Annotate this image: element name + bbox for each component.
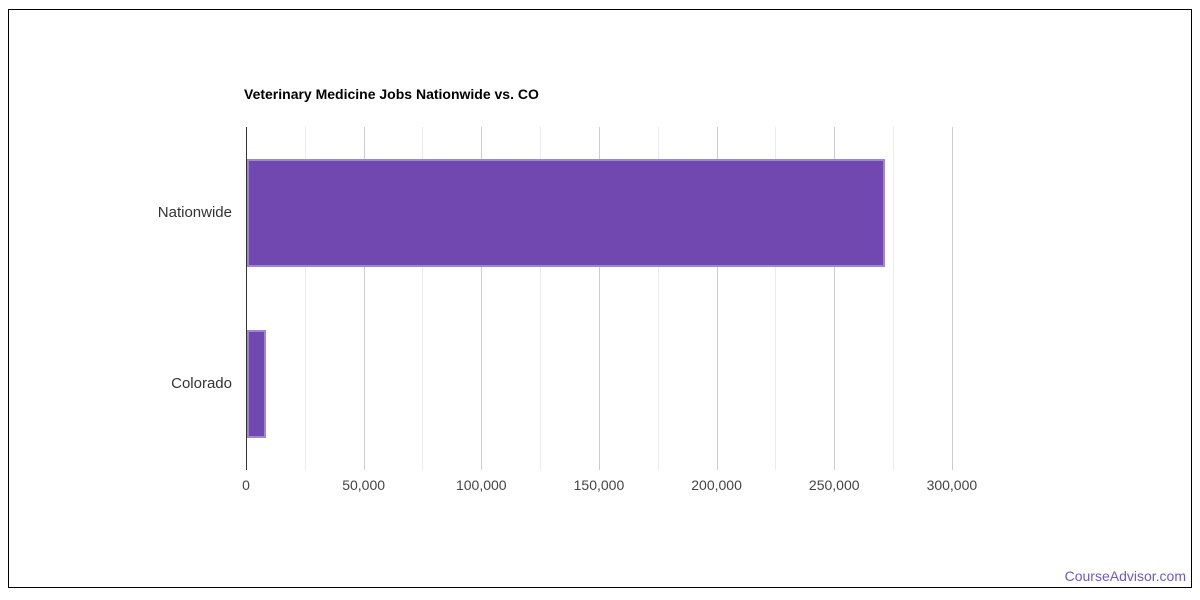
gridline-50000	[363, 127, 365, 470]
category-label-colorado: Colorado	[171, 375, 232, 393]
gridline-175000	[657, 127, 659, 470]
tick-label-250000: 250,000	[808, 477, 860, 493]
gridline-200000	[716, 127, 718, 470]
bar-nationwide[interactable]	[247, 158, 885, 267]
plot-area	[246, 127, 1006, 470]
gridline-150000	[598, 127, 600, 470]
tick-label-50000: 50,000	[342, 477, 386, 493]
y-axis-baseline	[246, 127, 247, 470]
bar-colorado[interactable]	[247, 330, 266, 439]
tick-label-100000: 100,000	[455, 477, 507, 493]
tick-label-300000: 300,000	[926, 477, 978, 493]
category-label-nationwide: Nationwide	[157, 203, 232, 221]
tick-label-0: 0	[242, 477, 250, 493]
gridline-100000	[481, 127, 483, 470]
gridline-25000	[304, 127, 306, 470]
tick-label-200000: 200,000	[691, 477, 742, 493]
courseadvisor-link[interactable]: CourseAdvisor.com	[1064, 568, 1186, 584]
gridline-125000	[540, 127, 542, 470]
gridline-225000	[775, 127, 777, 470]
tick-label-150000: 150,000	[573, 477, 625, 493]
gridline-300000	[951, 127, 953, 470]
gridline-250000	[834, 127, 836, 470]
gridline-275000	[893, 127, 895, 470]
chart-outer-border	[8, 9, 1192, 588]
chart-title: Veterinary Medicine Jobs Nationwide vs. …	[244, 86, 539, 102]
gridline-75000	[422, 127, 424, 470]
